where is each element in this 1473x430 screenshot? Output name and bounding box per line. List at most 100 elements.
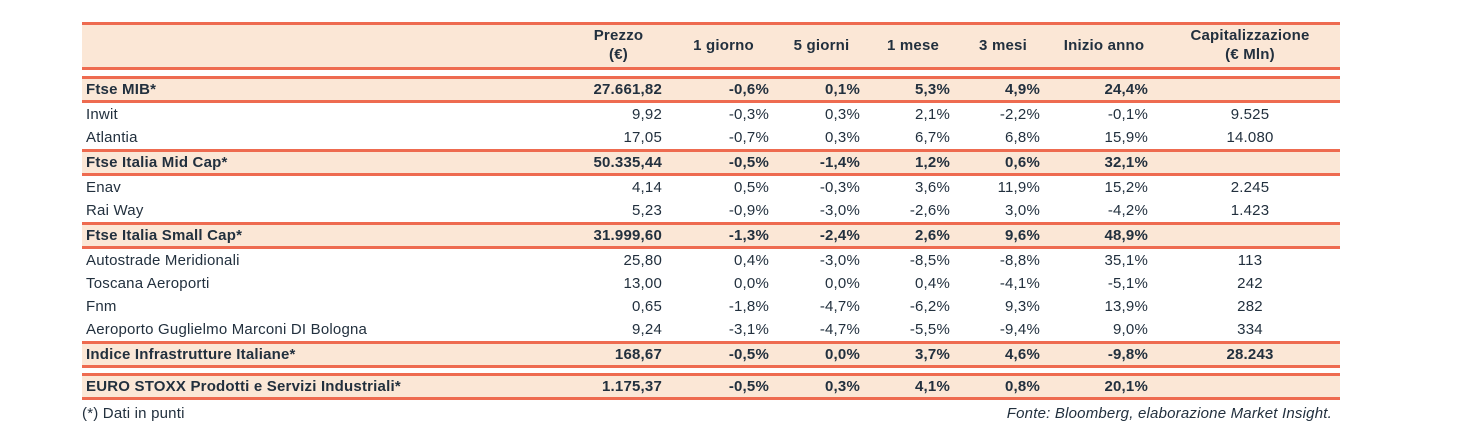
- cell-name: Ftse Italia Mid Cap*: [86, 154, 228, 171]
- cell-3-mesi: 9,3%: [1005, 298, 1040, 315]
- cell-capitalizzazione: 113: [1237, 252, 1263, 269]
- cell-1-mese: -8,5%: [909, 252, 950, 269]
- cell-1-giorno: -0,5%: [728, 154, 769, 171]
- cell-1-mese: 3,7%: [915, 346, 950, 363]
- cell-1-giorno: -3,1%: [728, 321, 769, 338]
- table-body: Ftse MIB* 27.661,82 -0,6% 0,1% 5,3% 4,9%…: [82, 76, 1340, 400]
- cell-1-mese: 2,1%: [915, 106, 950, 123]
- col-header-inizio-anno: Inizio anno: [1048, 37, 1160, 56]
- table-row: Toscana Aeroporti 13,00 0,0% 0,0% 0,4% -…: [82, 272, 1340, 295]
- col-header-1-mese: 1 mese: [868, 37, 958, 56]
- cell-inizio-anno: 20,1%: [1104, 378, 1148, 395]
- cell-prezzo: 1.175,37: [602, 378, 662, 395]
- cell-prezzo: 50.335,44: [593, 154, 662, 171]
- cell-prezzo: 31.999,60: [593, 227, 662, 244]
- cell-name: Rai Way: [86, 202, 144, 219]
- cell-3-mesi: 0,6%: [1005, 154, 1040, 171]
- cell-prezzo: 5,23: [632, 202, 662, 219]
- cell-1-giorno: -0,9%: [728, 202, 769, 219]
- table-row: Ftse Italia Small Cap* 31.999,60 -1,3% -…: [82, 222, 1340, 249]
- table-row: Fnm 0,65 -1,8% -4,7% -6,2% 9,3% 13,9% 28…: [82, 295, 1340, 318]
- cell-prezzo: 0,65: [632, 298, 662, 315]
- col-header-sub: (€): [609, 46, 628, 63]
- table-row: Indice Infrastrutture Italiane* 168,67 -…: [82, 341, 1340, 368]
- cell-inizio-anno: 15,2%: [1104, 179, 1148, 196]
- cell-1-mese: -6,2%: [909, 298, 950, 315]
- cell-1-giorno: 0,5%: [734, 179, 769, 196]
- cell-capitalizzazione: 1.423: [1230, 202, 1270, 219]
- cell-5-giorni: -3,0%: [819, 252, 860, 269]
- cell-inizio-anno: -0,1%: [1107, 106, 1148, 123]
- cell-inizio-anno: 9,0%: [1113, 321, 1148, 338]
- source-attribution: Fonte: Bloomberg, elaborazione Market In…: [1006, 405, 1332, 422]
- cell-capitalizzazione: 14.080: [1226, 129, 1274, 146]
- col-header-label: 1 giorno: [693, 36, 754, 54]
- cell-1-giorno: -1,8%: [728, 298, 769, 315]
- table-row: Enav 4,14 0,5% -0,3% 3,6% 11,9% 15,2% 2.…: [82, 176, 1340, 199]
- cell-inizio-anno: -4,2%: [1107, 202, 1148, 219]
- row-gap: [82, 368, 1340, 373]
- cell-prezzo: 17,05: [623, 129, 662, 146]
- cell-prezzo: 4,14: [632, 179, 662, 196]
- table-header-row: Prezzo (€) 1 giorno 5 giorni 1 mese 3 me…: [82, 22, 1340, 70]
- cell-inizio-anno: 13,9%: [1104, 298, 1148, 315]
- cell-5-giorni: 0,3%: [825, 129, 860, 146]
- cell-1-mese: 1,2%: [915, 154, 950, 171]
- cell-3-mesi: -4,1%: [999, 275, 1040, 292]
- cell-name: Aeroporto Guglielmo Marconi DI Bologna: [86, 321, 368, 338]
- col-header-5-giorni: 5 giorni: [775, 37, 868, 56]
- cell-1-giorno: -1,3%: [728, 227, 769, 244]
- col-header-capitalizzazione: Capitalizzazione (€ Mln): [1160, 27, 1340, 65]
- cell-inizio-anno: -9,8%: [1107, 346, 1148, 363]
- cell-name: Toscana Aeroporti: [86, 275, 210, 292]
- cell-3-mesi: 0,8%: [1005, 378, 1040, 395]
- table-row: Aeroporto Guglielmo Marconi DI Bologna 9…: [82, 318, 1340, 341]
- cell-3-mesi: 11,9%: [997, 179, 1040, 196]
- cell-name: Fnm: [86, 298, 117, 315]
- cell-capitalizzazione: 2.245: [1230, 179, 1270, 196]
- cell-3-mesi: 4,6%: [1005, 346, 1040, 363]
- cell-1-giorno: -0,6%: [728, 81, 769, 98]
- col-header-3-mesi: 3 mesi: [958, 37, 1048, 56]
- header-body-divider-gap: [82, 70, 1340, 76]
- cell-inizio-anno: 35,1%: [1104, 252, 1148, 269]
- cell-1-giorno: 0,4%: [734, 252, 769, 269]
- cell-name: Autostrade Meridionali: [86, 252, 240, 269]
- col-header-label: Prezzo: [593, 27, 644, 45]
- cell-capitalizzazione: 282: [1237, 298, 1263, 315]
- col-header-sub: (€ Mln): [1225, 46, 1275, 63]
- cell-5-giorni: -4,7%: [819, 321, 860, 338]
- cell-5-giorni: -3,0%: [819, 202, 860, 219]
- cell-prezzo: 25,80: [623, 252, 662, 269]
- cell-name: Inwit: [86, 106, 118, 123]
- cell-name: Enav: [86, 179, 121, 196]
- cell-5-giorni: -1,4%: [819, 154, 860, 171]
- cell-name: Ftse Italia Small Cap*: [86, 227, 243, 244]
- cell-name: Indice Infrastrutture Italiane*: [86, 346, 296, 363]
- col-header-label: 5 giorni: [793, 36, 850, 54]
- col-header-label: 3 mesi: [979, 36, 1027, 54]
- cell-5-giorni: 0,3%: [825, 106, 860, 123]
- cell-prezzo: 168,67: [614, 346, 662, 363]
- cell-capitalizzazione: 334: [1237, 321, 1263, 338]
- table-row: Inwit 9,92 -0,3% 0,3% 2,1% -2,2% -0,1% 9…: [82, 103, 1340, 126]
- cell-1-giorno: 0,0%: [734, 275, 769, 292]
- table-footer: (*) Dati in punti Fonte: Bloomberg, elab…: [82, 400, 1340, 422]
- cell-prezzo: 27.661,82: [593, 81, 662, 98]
- cell-1-mese: 6,7%: [915, 129, 950, 146]
- cell-name: Atlantia: [86, 129, 138, 146]
- table-row: Autostrade Meridionali 25,80 0,4% -3,0% …: [82, 249, 1340, 272]
- col-header-label: 1 mese: [886, 36, 940, 54]
- cell-1-giorno: -0,7%: [728, 129, 769, 146]
- cell-3-mesi: 9,6%: [1005, 227, 1040, 244]
- cell-1-giorno: -0,3%: [728, 106, 769, 123]
- cell-3-mesi: -8,8%: [999, 252, 1040, 269]
- table-row: Atlantia 17,05 -0,7% 0,3% 6,7% 6,8% 15,9…: [82, 126, 1340, 149]
- col-header-label: Capitalizzazione: [1190, 27, 1310, 45]
- cell-5-giorni: -0,3%: [819, 179, 860, 196]
- cell-3-mesi: 4,9%: [1005, 81, 1040, 98]
- cell-name: EURO STOXX Prodotti e Servizi Industrial…: [86, 378, 401, 395]
- cell-1-mese: -5,5%: [909, 321, 950, 338]
- cell-1-giorno: -0,5%: [728, 378, 769, 395]
- cell-capitalizzazione: 9.525: [1230, 106, 1270, 123]
